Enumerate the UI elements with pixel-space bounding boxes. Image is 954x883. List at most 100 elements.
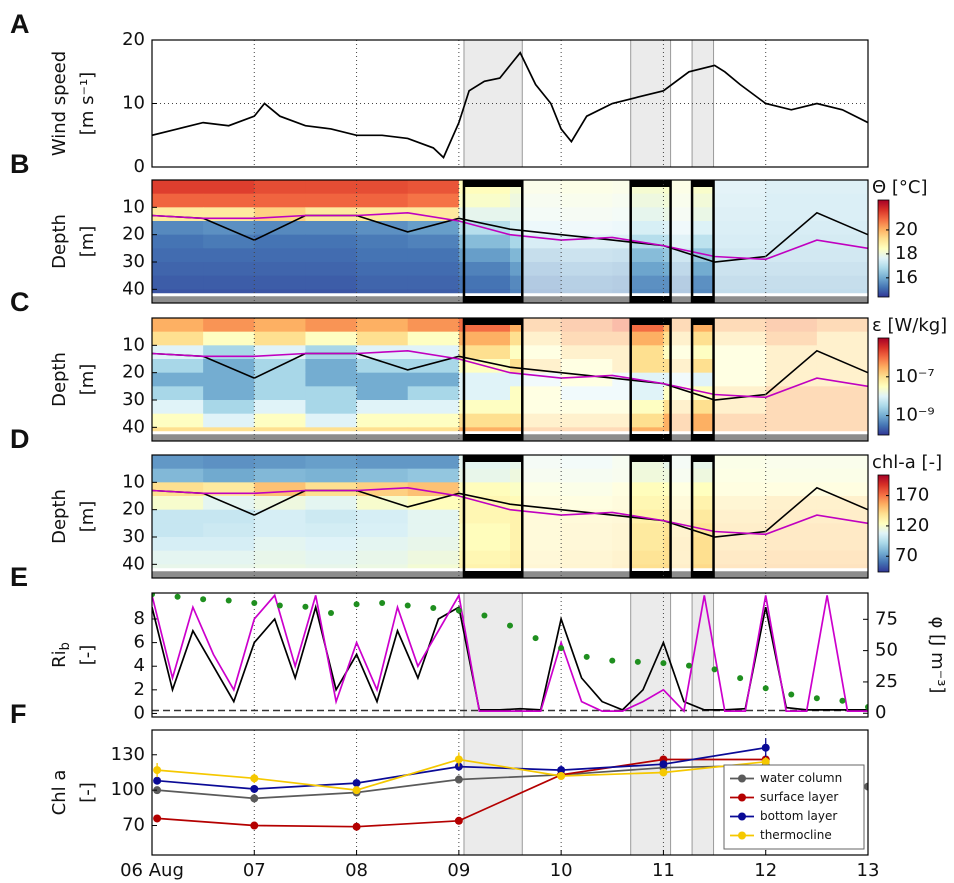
heatmap-cell [305, 207, 358, 222]
shaded-period [630, 730, 672, 855]
period-box [629, 180, 672, 303]
series-marker [788, 691, 795, 698]
y-axis-label-text: Depth [49, 214, 70, 269]
heatmap-cell [152, 331, 204, 346]
heatmap-cell [203, 248, 255, 263]
heatmap-cell [254, 455, 306, 470]
shaded-period [463, 593, 523, 717]
heatmap-cell [254, 468, 306, 483]
y-axis-label-text: [m] [77, 364, 98, 396]
plot-frame [151, 179, 869, 304]
heatmap-cell [152, 262, 204, 277]
colorbar-tick-label: 120 [895, 515, 929, 536]
y-axis-label: Depth [49, 352, 70, 407]
series-marker [430, 605, 437, 612]
series-marker [557, 771, 566, 780]
y-axis-label-sub: b [58, 642, 73, 650]
heatmap-cell [356, 318, 409, 333]
series-marker [250, 821, 259, 830]
contour-line [152, 211, 868, 261]
heatmap-cell [458, 262, 511, 277]
series-marker [251, 600, 258, 607]
heatmap-cell [305, 234, 358, 249]
period-bar-top [692, 180, 714, 187]
heatmap-cell [152, 482, 204, 497]
series-line [152, 51, 868, 159]
heatmap-cell [254, 537, 306, 552]
heatmap-cell [407, 482, 460, 497]
y-tick-label: 20 [122, 29, 145, 50]
y-tick-label: 10 [122, 471, 145, 492]
heatmap-cell [305, 331, 358, 346]
heatmap-cell [254, 550, 306, 565]
heatmap-cell [305, 386, 358, 401]
series-marker [250, 774, 259, 783]
heatmap-cell [203, 345, 255, 360]
colorbar-tick-label: 170 [895, 485, 929, 506]
heatmap-cell [458, 331, 511, 346]
y-axis-label: [-] [77, 782, 98, 803]
series-marker [455, 607, 462, 614]
heatmap-cell [203, 413, 255, 428]
heatmap-cell [152, 386, 204, 401]
wash-overlay [670, 180, 693, 303]
heatmap-cell [305, 275, 358, 290]
heatmap-cell [203, 193, 255, 208]
series-marker [225, 597, 232, 604]
contour-line [152, 486, 868, 536]
heatmap-cell [305, 221, 358, 236]
heatmap-cell [458, 248, 511, 263]
period-box [462, 455, 524, 578]
series-marker [609, 657, 616, 664]
series-marker [152, 593, 155, 598]
period-bar-top [692, 455, 714, 462]
heatmap-cell [407, 275, 460, 290]
heatmap-cell [254, 523, 306, 538]
series-marker [762, 685, 769, 692]
panel-label: F [10, 699, 27, 729]
y-axis-label: [m] [77, 364, 98, 396]
colorbar [877, 474, 890, 573]
shaded-period [630, 593, 672, 717]
y-axis-label-text: Ri [49, 650, 70, 668]
period-bar-top [463, 318, 523, 325]
period-box [462, 318, 524, 441]
series-marker [174, 593, 181, 600]
series-marker [737, 675, 744, 682]
y-tick-label: 30 [122, 251, 145, 272]
heatmap-cell [407, 331, 460, 346]
heatmap-cell [305, 468, 358, 483]
heatmap-cell [407, 193, 460, 208]
series-marker [302, 603, 309, 610]
y-axis-label-text: [-] [77, 782, 98, 803]
heatmap-cell [305, 400, 358, 415]
series-marker [634, 658, 641, 665]
heatmap-cell [356, 523, 409, 538]
x-tick-label: 11 [652, 860, 675, 881]
heatmap-cell [356, 180, 409, 195]
shaded-period [691, 730, 715, 855]
heatmap-cell [152, 221, 204, 236]
series-marker [660, 660, 667, 667]
series-marker [761, 757, 770, 766]
heatmap-cell [305, 345, 358, 360]
heatmap-cell [152, 537, 204, 552]
period-box [629, 318, 672, 441]
heatmap-cell [305, 262, 358, 277]
heatmap-cell [305, 496, 358, 511]
y-axis-label-text: Chl a [49, 770, 70, 816]
heatmap-cell [152, 550, 204, 565]
heatmap-cell [305, 537, 358, 552]
wash-overlay [670, 455, 693, 578]
heatmap-cell [152, 523, 204, 538]
series-marker [659, 768, 668, 777]
heatmap-cell [458, 509, 511, 524]
legend-label: thermocline [760, 828, 832, 842]
x-tick-label: 08 [345, 860, 368, 881]
heatmap-cell [203, 262, 255, 277]
heatmap-cell [254, 386, 306, 401]
wash-overlay [713, 455, 868, 578]
y-axis-label: Depth [49, 214, 70, 269]
y-tick-label: 40 [122, 416, 145, 437]
